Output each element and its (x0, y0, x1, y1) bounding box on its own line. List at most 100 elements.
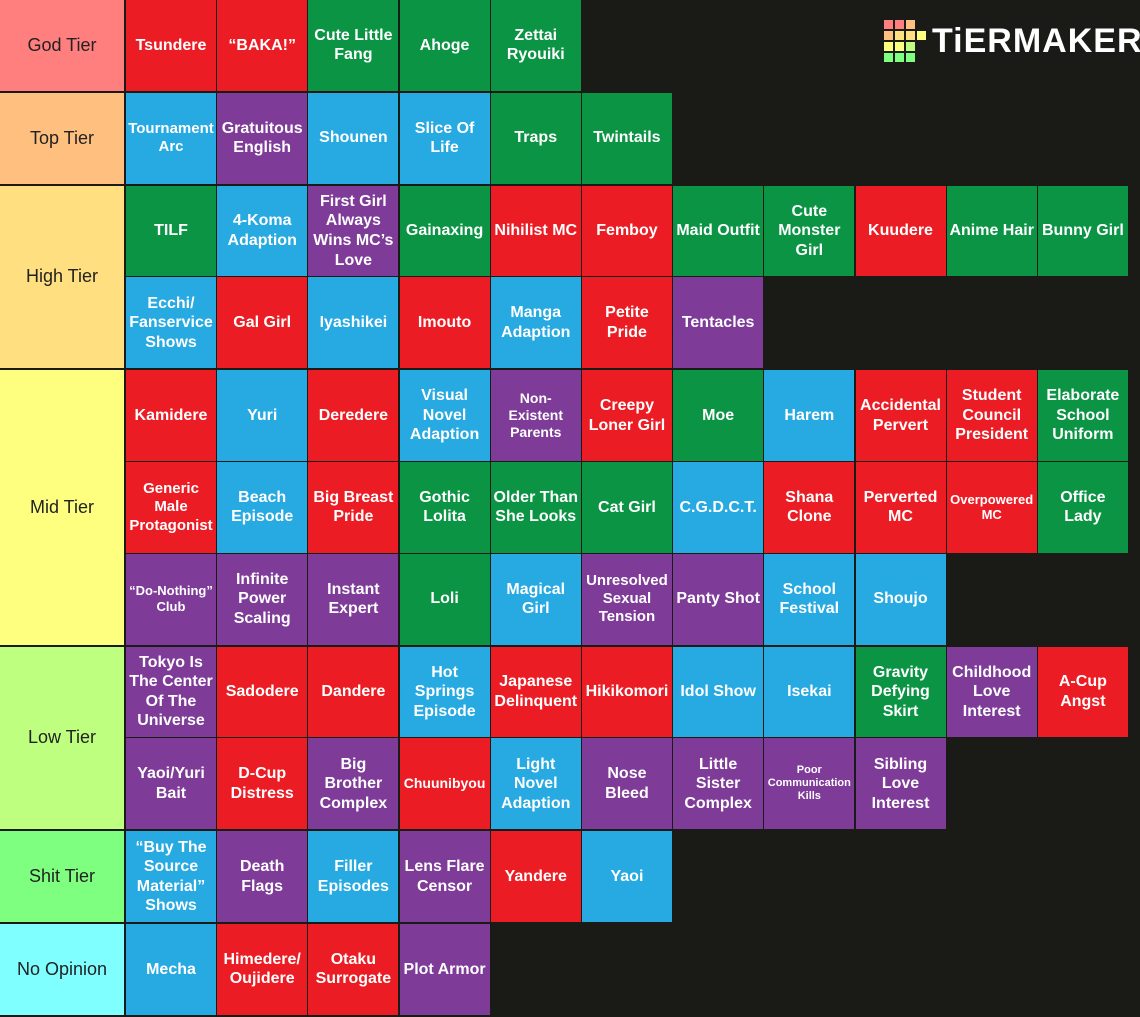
tier-item: Tentacles (673, 277, 764, 369)
tier-item: Non-Existent Parents (490, 370, 581, 461)
tier-item: Panty Shot (673, 553, 764, 645)
tier-item: Otaku Surrogate (308, 923, 399, 1015)
tier-row: Shit Tier “Buy The Source Material” Shows… (0, 831, 1140, 922)
tier-item: Older Than She Looks (490, 461, 581, 553)
tier-item: TILF (126, 185, 216, 277)
tier-item: Big Breast Pride (308, 461, 399, 553)
tier-row: High Tier TILF 4-Koma Adaption First Girl A… (0, 185, 1140, 369)
tier-row: Top Tier Tournament Arc Gratuitous English… (0, 92, 1140, 184)
tier-items: TILF 4-Koma Adaption First Girl Always Win… (126, 185, 1128, 369)
tier-item: Sibling Love Interest (855, 738, 946, 830)
tier-item: Loli (399, 553, 490, 645)
tier-row: No Opinion Mecha Himedere/ Oujidere Otaku S… (0, 923, 1140, 1015)
tier-item: Chuunibyou (399, 738, 490, 830)
logo-icon (884, 20, 926, 62)
tier-item: Tournament Arc (126, 92, 216, 184)
tier-item: Office Lady (1037, 461, 1128, 553)
tier-item: Little Sister Complex (673, 738, 764, 830)
tier-item: Overpowered MC (946, 461, 1037, 553)
tier-label: Top Tier (0, 92, 124, 184)
tier-item: Traps (490, 92, 581, 184)
tier-label: Shit Tier (0, 831, 124, 922)
tier-item: Yaoi/Yuri Bait (126, 738, 216, 830)
tier-item: Filler Episodes (308, 831, 399, 922)
tier-items: Tournament Arc Gratuitous English Shounen S… (126, 92, 1128, 184)
tier-item: Iyashikei (308, 277, 399, 369)
tier-label: Mid Tier (0, 370, 124, 645)
tier-item: 4-Koma Adaption (217, 185, 308, 277)
tier-item: Gainaxing (399, 185, 490, 277)
tier-row: God Tier Tsundere “BAKA!” Cute Little Fang A… (0, 0, 1140, 91)
tier-item: Imouto (399, 277, 490, 369)
tier-item: Mecha (126, 923, 216, 1015)
tier-items: Kamidere Yuri Deredere Visual Novel Adaptio… (126, 370, 1128, 645)
tier-item: Kuudere (855, 185, 946, 277)
tier-label: High Tier (0, 185, 124, 369)
tier-item: Slice Of Life (399, 92, 490, 184)
tier-item: Japanese Delinquent (490, 646, 581, 738)
tier-item: Idol Show (673, 646, 764, 738)
tier-item: Beach Episode (217, 461, 308, 553)
tier-item: Cute Monster Girl (764, 185, 855, 277)
tier-item: A-Cup Angst (1037, 646, 1128, 738)
tier-item: “Buy The Source Material” Shows (126, 831, 216, 922)
tier-label: God Tier (0, 0, 124, 91)
tier-items: “Buy The Source Material” Shows Death Fla… (126, 831, 1128, 922)
tier-item: Dandere (308, 646, 399, 738)
tier-item: Unresolved Sexual Tension (581, 553, 672, 645)
tier-item: Himedere/ Oujidere (217, 923, 308, 1015)
tier-item: Death Flags (217, 831, 308, 922)
tier-item: Tokyo Is The Center Of The Universe (126, 646, 216, 738)
tier-item: Shounen (308, 92, 399, 184)
tier-item: Cute Little Fang (308, 0, 399, 91)
tier-item: Petite Pride (581, 277, 672, 369)
tier-item: C.G.D.C.T. (673, 461, 764, 553)
tier-item: Student Council President (946, 370, 1037, 461)
tier-item: Harem (764, 370, 855, 461)
tier-row: Low Tier Tokyo Is The Center Of The Unive… (0, 646, 1140, 830)
tier-item: Magical Girl (490, 553, 581, 645)
tier-items: Tsundere “BAKA!” Cute Little Fang Ahoge Zett… (126, 0, 1128, 91)
tier-item: Nihilist MC (490, 185, 581, 277)
tier-item: Ecchi/ Fanservice Shows (126, 277, 216, 369)
tier-item: Perverted MC (855, 461, 946, 553)
tier-item: Childhood Love Interest (946, 646, 1037, 738)
tier-label: No Opinion (0, 923, 124, 1015)
tier-item: Hikikomori (581, 646, 672, 738)
tier-item: Instant Expert (308, 553, 399, 645)
tier-item: Light Novel Adaption (490, 738, 581, 830)
tier-label: Low Tier (0, 646, 124, 830)
tier-item: First Girl Always Wins MC’s Love (308, 185, 399, 277)
tier-item: Maid Outfit (673, 185, 764, 277)
tier-item: Gothic Lolita (399, 461, 490, 553)
tier-item: D-Cup Distress (217, 738, 308, 830)
tier-items: Tokyo Is The Center Of The Universe Sadod… (126, 646, 1128, 830)
tier-item: Lens Flare Censor (399, 831, 490, 922)
tier-item: Gravity Defying Skirt (855, 646, 946, 738)
tier-item: School Festival (764, 553, 855, 645)
tier-item: Poor Communication Kills (764, 738, 855, 830)
tier-item: Plot Armor (399, 923, 490, 1015)
tier-item: Nose Bleed (581, 738, 672, 830)
tier-item: Bunny Girl (1037, 185, 1128, 277)
tier-item: Ahoge (399, 0, 490, 91)
tier-item: Zettai Ryouiki (490, 0, 581, 91)
tier-item: Cat Girl (581, 461, 672, 553)
tier-row: Mid Tier Kamidere Yuri Deredere Visual Novel… (0, 370, 1140, 645)
tier-item: “Do-Nothing” Club (126, 553, 216, 645)
logo-text: TiERMAKER (932, 21, 1140, 60)
tier-item: Infinite Power Scaling (217, 553, 308, 645)
tier-item: Big Brother Complex (308, 738, 399, 830)
tier-item: Isekai (764, 646, 855, 738)
tier-item: Sadodere (217, 646, 308, 738)
tier-item: Hot Springs Episode (399, 646, 490, 738)
tier-item: Gratuitous English (217, 92, 308, 184)
tier-item: Deredere (308, 370, 399, 461)
tier-item: Elaborate School Uniform (1037, 370, 1128, 461)
tier-item: Kamidere (126, 370, 216, 461)
tier-item: Generic Male Protagonist (126, 461, 216, 553)
tier-item: Tsundere (126, 0, 216, 91)
tier-item: Anime Hair (946, 185, 1037, 277)
tier-item: Yaoi (581, 831, 672, 922)
